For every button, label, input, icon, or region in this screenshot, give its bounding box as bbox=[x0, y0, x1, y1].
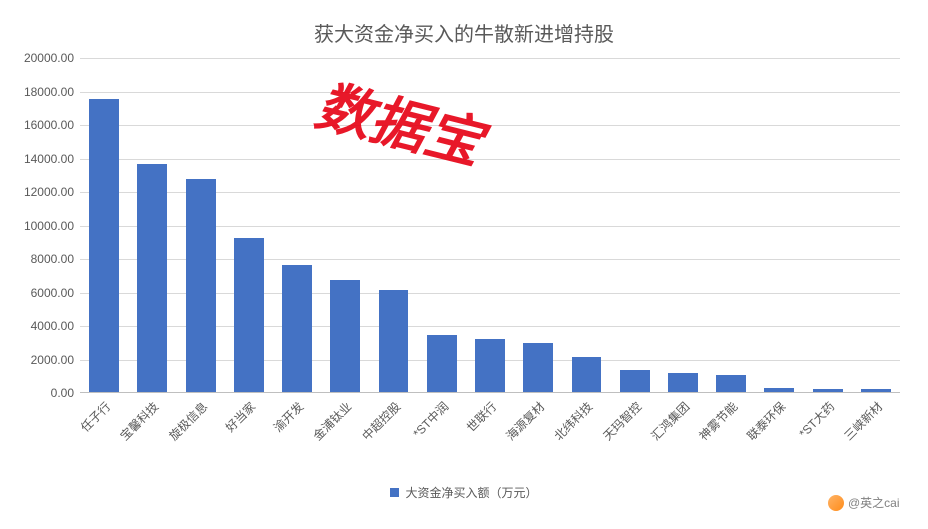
bar bbox=[137, 164, 167, 392]
legend: 大资金净买入额（万元） bbox=[0, 484, 928, 501]
x-tick-label: 联泰环保 bbox=[743, 398, 789, 444]
bar bbox=[668, 373, 698, 392]
bar bbox=[716, 375, 746, 392]
y-tick-label: 12000.00 bbox=[24, 185, 74, 199]
bar bbox=[572, 357, 602, 392]
bar bbox=[813, 389, 843, 392]
bar bbox=[234, 238, 264, 392]
attribution-text: @英之cai bbox=[848, 494, 900, 511]
y-tick-label: 14000.00 bbox=[24, 152, 74, 166]
bar bbox=[475, 339, 505, 392]
y-tick-label: 8000.00 bbox=[31, 252, 74, 266]
bar bbox=[427, 335, 457, 392]
x-tick-label: 神雾节能 bbox=[695, 398, 741, 444]
x-tick-label: 中超控股 bbox=[358, 398, 404, 444]
bar bbox=[620, 370, 650, 392]
bar bbox=[89, 99, 119, 392]
gridline bbox=[80, 159, 900, 160]
x-tick-label: 任子行 bbox=[77, 398, 114, 435]
x-tick-label: 三峡新材 bbox=[840, 398, 886, 444]
y-tick-label: 4000.00 bbox=[31, 319, 74, 333]
bar bbox=[523, 343, 553, 392]
bar bbox=[330, 280, 360, 392]
chart-container: 获大资金净买入的牛散新进增持股 0.002000.004000.006000.0… bbox=[0, 0, 928, 529]
chart-title: 获大资金净买入的牛散新进增持股 bbox=[0, 18, 928, 47]
bar bbox=[861, 389, 891, 392]
x-tick-label: 宝馨科技 bbox=[116, 398, 162, 444]
x-tick-label: 天玛智控 bbox=[599, 398, 645, 444]
x-tick-label: *ST大药 bbox=[795, 398, 838, 441]
y-tick-label: 20000.00 bbox=[24, 51, 74, 65]
plot-area: 0.002000.004000.006000.008000.0010000.00… bbox=[80, 58, 900, 393]
attribution: @英之cai bbox=[828, 494, 900, 511]
y-tick-label: 18000.00 bbox=[24, 85, 74, 99]
legend-label: 大资金净买入额（万元） bbox=[405, 484, 537, 501]
x-tick-label: 金浦钛业 bbox=[309, 398, 355, 444]
gridline bbox=[80, 125, 900, 126]
x-tick-label: *ST中润 bbox=[409, 398, 452, 441]
bar bbox=[379, 290, 409, 392]
y-tick-label: 16000.00 bbox=[24, 118, 74, 132]
x-tick-label: 世联行 bbox=[463, 398, 500, 435]
bar bbox=[186, 179, 216, 392]
y-tick-label: 10000.00 bbox=[24, 219, 74, 233]
x-tick-label: 渝开发 bbox=[270, 398, 307, 435]
y-tick-label: 0.00 bbox=[51, 386, 74, 400]
gridline bbox=[80, 92, 900, 93]
x-tick-label: 海源复材 bbox=[502, 398, 548, 444]
bar bbox=[282, 265, 312, 392]
bar bbox=[764, 388, 794, 392]
x-tick-label: 北纬科技 bbox=[551, 398, 597, 444]
y-tick-label: 2000.00 bbox=[31, 353, 74, 367]
x-tick-label: 旋极信息 bbox=[165, 398, 211, 444]
x-tick-label: 好当家 bbox=[221, 398, 258, 435]
y-tick-label: 6000.00 bbox=[31, 286, 74, 300]
weibo-icon bbox=[828, 495, 844, 511]
x-tick-label: 汇鸿集团 bbox=[647, 398, 693, 444]
legend-swatch bbox=[390, 488, 399, 497]
gridline bbox=[80, 58, 900, 59]
